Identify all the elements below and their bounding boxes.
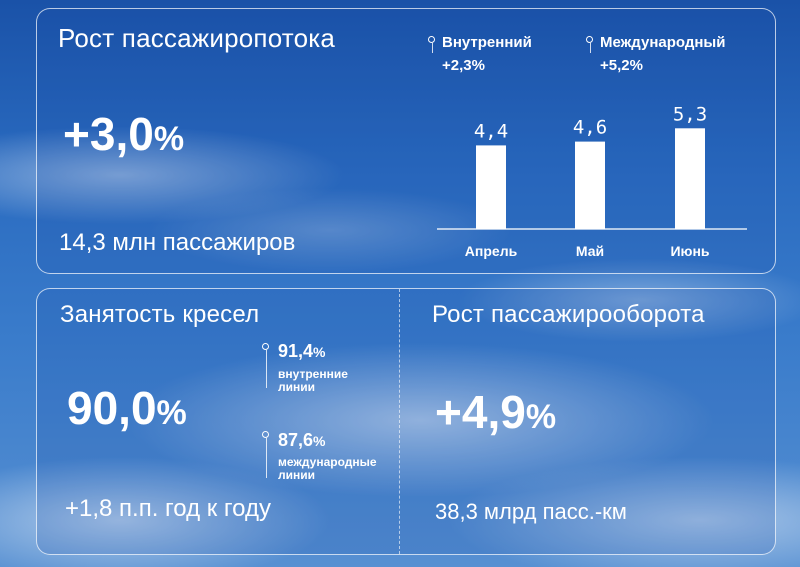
domestic-stem xyxy=(266,350,267,388)
legend-international-marker-icon xyxy=(586,36,593,43)
domestic-label-line1: внутренние xyxy=(278,367,348,381)
international-occupancy-unit: % xyxy=(313,433,326,449)
legend-international-stem xyxy=(590,43,591,53)
passenger-growth-value: +3,0% xyxy=(63,107,184,161)
domestic-occupancy: 91,4% xyxy=(278,341,326,362)
legend-international: Международный +5,2% xyxy=(600,31,725,77)
seat-occupancy-number: 90,0 xyxy=(67,382,157,434)
international-occupancy: 87,6% xyxy=(278,430,326,451)
legend-domestic: Внутренний +2,3% xyxy=(442,31,532,77)
seat-occupancy-change: +1,8 п.п. год к году xyxy=(65,495,271,522)
bar-1 xyxy=(476,145,506,229)
legend-domestic-value: +2,3% xyxy=(442,57,485,74)
domestic-label: внутренние линии xyxy=(278,368,348,394)
legend-international-value: +5,2% xyxy=(600,57,643,74)
international-label: международные линии xyxy=(278,456,377,482)
legend-domestic-stem xyxy=(432,43,433,53)
legend-domestic-label: Внутренний xyxy=(442,34,532,51)
seat-occupancy-unit: % xyxy=(156,394,187,432)
bar-3 xyxy=(675,128,705,229)
bar-value-label-3: 5,3 xyxy=(673,103,707,125)
seat-occupancy-value: 90,0% xyxy=(67,381,187,435)
legend-international-label: Международный xyxy=(600,34,726,51)
passenger-growth-number: +3,0 xyxy=(63,108,154,160)
passenger-growth-title: Рост пассажиропотока xyxy=(58,23,336,53)
international-stem xyxy=(266,438,267,478)
domestic-marker-icon xyxy=(262,343,269,350)
legend-domestic-marker-icon xyxy=(428,36,435,43)
domestic-label-line2: линии xyxy=(278,380,316,394)
category-label-1: Апрель xyxy=(465,243,518,259)
domestic-occupancy-number: 91,4 xyxy=(278,341,314,361)
international-label-line1: международные xyxy=(278,455,377,469)
passenger-growth-panel: Рост пассажиропотока +3,0% 14,3 млн пасс… xyxy=(36,8,776,274)
passenger-turnover-title: Рост пассажирооборота xyxy=(432,301,705,328)
passenger-growth-unit: % xyxy=(153,120,185,158)
seat-occupancy-title: Занятость кресел xyxy=(60,301,260,328)
passengers-count: 14,3 млн пассажиров xyxy=(59,229,296,256)
passenger-turnover-number: +4,9 xyxy=(435,386,526,438)
bar-value-label-1: 4,4 xyxy=(474,120,508,142)
category-label-3: Июнь xyxy=(670,243,709,259)
passenger-turnover-amount: 38,3 млрд пасс.-км xyxy=(435,499,627,524)
bottom-panel: Занятость кресел 90,0% +1,8 п.п. год к г… xyxy=(36,288,776,555)
monthly-growth-chart: 4,4 Апрель 4,6 Май 5,3 Июнь xyxy=(437,103,747,259)
international-occupancy-number: 87,6 xyxy=(278,430,314,450)
international-marker-icon xyxy=(262,431,269,438)
panel-divider xyxy=(399,289,400,554)
bar-value-label-2: 4,6 xyxy=(573,117,607,139)
international-label-line2: линии xyxy=(278,468,316,482)
bar-2 xyxy=(575,141,605,229)
passenger-turnover-unit: % xyxy=(525,398,557,436)
domestic-occupancy-unit: % xyxy=(313,344,326,360)
passenger-turnover-value: +4,9% xyxy=(435,385,556,439)
category-label-2: Май xyxy=(576,243,604,259)
